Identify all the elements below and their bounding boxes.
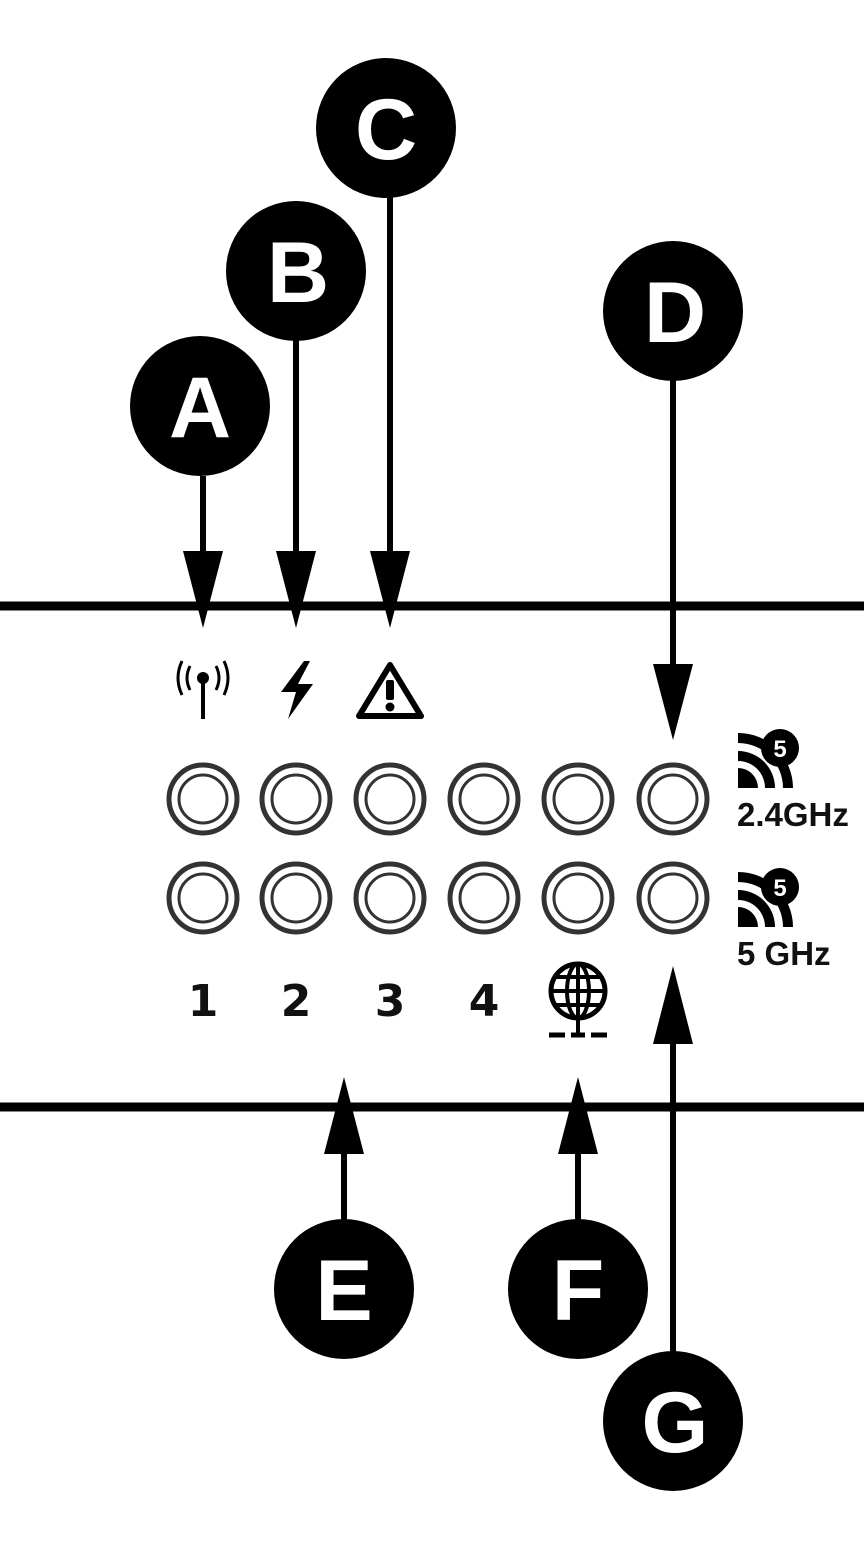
callout-d-label: D: [644, 265, 706, 361]
callout-f-label: F: [552, 1243, 605, 1339]
led-row-2-4ghz: [166, 762, 710, 836]
wifi-generation-badge: 5: [761, 868, 799, 906]
callout-a-label: A: [169, 360, 231, 456]
led-indicator: [447, 861, 521, 935]
led-row-5ghz: [166, 861, 710, 935]
antenna-icon: [176, 660, 230, 719]
led-indicator: [259, 762, 333, 836]
led-indicator: [636, 861, 710, 935]
wifi-generation-badge: 5: [761, 729, 799, 767]
band-5ghz-label-group: 5 5 GHz: [737, 868, 831, 972]
led-indicator: [447, 762, 521, 836]
band-label: 2.4GHz: [737, 796, 849, 833]
led-indicator: [353, 762, 427, 836]
led-indicator: [541, 762, 615, 836]
band-2-4ghz-label-group: 5 2.4GHz: [737, 729, 849, 833]
lightning-icon: [281, 661, 313, 719]
led-indicator: [259, 861, 333, 935]
badge-number: 5: [773, 875, 786, 902]
port-label-4: 4: [469, 976, 500, 1027]
callout-c-label: C: [355, 82, 417, 178]
led-indicator: [166, 861, 240, 935]
globe-network-icon: [548, 961, 608, 1038]
callout-a: A: [130, 336, 270, 628]
callout-c: C: [316, 58, 456, 628]
callout-b-label: B: [267, 225, 329, 321]
callout-e-label: E: [315, 1243, 372, 1339]
port-label-1: 1: [188, 976, 219, 1027]
callout-f: F: [508, 1077, 648, 1359]
callout-d: D: [603, 241, 743, 740]
callout-g-label: G: [642, 1375, 709, 1471]
port-label-3: 3: [375, 976, 406, 1027]
badge-number: 5: [773, 736, 786, 763]
callout-e: E: [274, 1077, 414, 1359]
callout-b: B: [226, 201, 366, 628]
led-indicator: [541, 861, 615, 935]
port-label-2: 2: [281, 976, 312, 1027]
led-indicator: [166, 762, 240, 836]
band-label: 5 GHz: [737, 935, 831, 972]
callout-g: G: [603, 966, 743, 1491]
led-indicator: [353, 861, 427, 935]
led-indicator: [636, 762, 710, 836]
warning-triangle-icon: [356, 662, 424, 719]
